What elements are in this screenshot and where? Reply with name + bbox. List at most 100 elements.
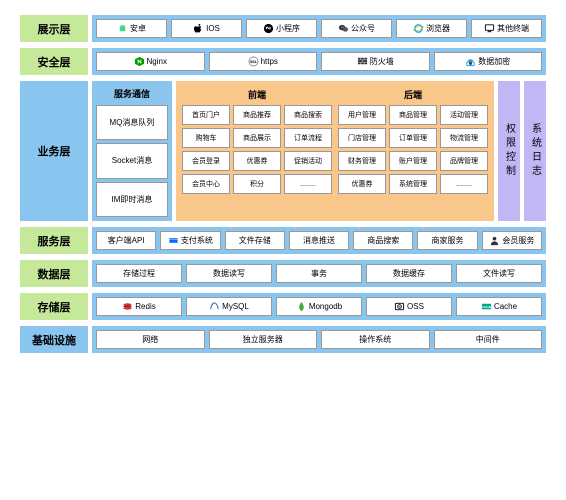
layer-content: 客户端API支付系统文件存储消息推送商品搜索商家服务会员服务 [92,227,546,254]
biz-cell: ........ [284,174,332,194]
layer-content: 安卓IOS小程序公众号浏览器其他终端 [92,15,546,42]
layer-presentation: 展示层安卓IOS小程序公众号浏览器其他终端 [20,15,546,42]
layer-business: 业务层服务通信MQ消息队列Socket消息IM即时消息前端首页门户商品推荐商品搜… [20,81,546,221]
biz-cell: 商品推荐 [233,105,281,125]
nginx-icon [134,56,145,67]
item-text: 中间件 [476,334,500,345]
item-text: 其他终端 [497,23,529,34]
layer-label: 安全层 [20,48,88,75]
biz-cell: 首页门户 [182,105,230,125]
item-text: 数据加密 [478,56,510,67]
item-cell: 其他终端 [471,19,542,38]
biz-left-item: MQ消息队列 [96,105,168,140]
ie-icon [413,23,424,34]
biz-mid-panel: 前端首页门户商品推荐商品搜索购物车商品展示订单流程会员登录优惠券促销活动会员中心… [176,81,494,221]
biz-vertical-column: 权限控制 [498,81,520,221]
biz-left-header: 服务通信 [96,85,168,102]
layer-content: Redis MySQL Mongodb OSS CACHECache [92,293,546,320]
item-text: Mongodb [309,302,342,311]
item-text: https [261,57,278,66]
business-content: 服务通信MQ消息队列Socket消息IM即时消息前端首页门户商品推荐商品搜索购物… [92,81,546,221]
item-cell: 操作系统 [321,330,430,349]
item-cell: OSS [366,297,452,316]
biz-cell: 商品展示 [233,128,281,148]
biz-row: 用户管理商品管理活动管理 [338,105,488,125]
item-text: Cache [494,302,517,311]
biz-cell: 订单管理 [389,128,437,148]
biz-cell: 品牌管理 [440,151,488,171]
item-cell: 支付系统 [160,231,220,250]
item-cell: 小程序 [246,19,317,38]
cells-container: 网络 独立服务器 操作系统 中间件 [96,330,542,349]
biz-cell: 用户管理 [338,105,386,125]
item-text: 数据读写 [213,268,245,279]
item-cell: 数据加密 [434,52,543,71]
cells-container: Nginx SSLhttps 防火墙 数据加密 [96,52,542,71]
layer-content: 存储过程 数据读写 事务 数据缓存 文件读写 [92,260,546,287]
item-cell: 客户端API [96,231,156,250]
layer-label: 存储层 [20,293,88,320]
item-text: Redis [135,302,155,311]
item-text: 网络 [142,334,158,345]
biz-vertical-column: 系统日志 [524,81,546,221]
biz-row: 财务管理账户管理品牌管理 [338,151,488,171]
wechat-icon [338,23,349,34]
svg-text:SSL: SSL [250,60,258,64]
item-cell: 防火墙 [321,52,430,71]
oss-icon [394,301,405,312]
biz-row: 会员中心积分........ [182,174,332,194]
layer-content: Nginx SSLhttps 防火墙 数据加密 [92,48,546,75]
item-text: IOS [206,24,220,33]
item-text: 消息推送 [303,235,335,246]
item-text: 安卓 [130,23,146,34]
biz-row: 会员登录优惠券促销活动 [182,151,332,171]
svg-text:CACHE: CACHE [482,305,492,309]
item-text: 文件读写 [483,268,515,279]
layer-label: 展示层 [20,15,88,42]
biz-cell: 积分 [233,174,281,194]
biz-row: 门店管理订单管理物流管理 [338,128,488,148]
item-cell: 事务 [276,264,362,283]
biz-right-panel: 权限控制系统日志 [498,81,546,221]
item-cell: 商家服务 [417,231,477,250]
item-cell: MySQL [186,297,272,316]
layer-service: 服务层客户端API支付系统文件存储消息推送商品搜索商家服务会员服务 [20,227,546,254]
item-cell: 文件读写 [456,264,542,283]
item-text: 操作系统 [359,334,391,345]
biz-cell: 系统管理 [389,174,437,194]
item-cell: Nginx [96,52,205,71]
biz-cell: 商品管理 [389,105,437,125]
biz-cell: 账户管理 [389,151,437,171]
mongo-icon [296,301,307,312]
item-text: 独立服务器 [243,334,283,345]
biz-cell: 商品搜索 [284,105,332,125]
item-text: 商家服务 [432,235,464,246]
item-cell: 数据缓存 [366,264,452,283]
item-cell: 数据读写 [186,264,272,283]
biz-cell: 财务管理 [338,151,386,171]
user-icon [489,235,500,246]
cells-container: 安卓IOS小程序公众号浏览器其他终端 [96,19,542,38]
biz-cell: 订单流程 [284,128,332,148]
pay-icon [168,235,179,246]
item-text: 会员服务 [502,235,534,246]
monitor-icon [484,23,495,34]
firewall-icon [357,56,368,67]
item-cell: 中间件 [434,330,543,349]
item-text: 浏览器 [426,23,450,34]
item-text: 支付系统 [181,235,213,246]
biz-cell: 促销活动 [284,151,332,171]
item-text: 数据缓存 [393,268,425,279]
encrypt-icon [465,56,476,67]
item-cell: IOS [171,19,242,38]
biz-column-header: 后端 [338,87,488,102]
layer-infra: 基础设施网络独立服务器操作系统中间件 [20,326,546,353]
layer-label: 业务层 [20,81,88,221]
item-cell: 会员服务 [482,231,542,250]
layer-security: 安全层 Nginx SSLhttps 防火墙 数据加密 [20,48,546,75]
item-text: MySQL [222,302,249,311]
item-cell: 存储过程 [96,264,182,283]
biz-cell: 物流管理 [440,128,488,148]
biz-column-header: 前端 [182,87,332,102]
layer-label: 服务层 [20,227,88,254]
